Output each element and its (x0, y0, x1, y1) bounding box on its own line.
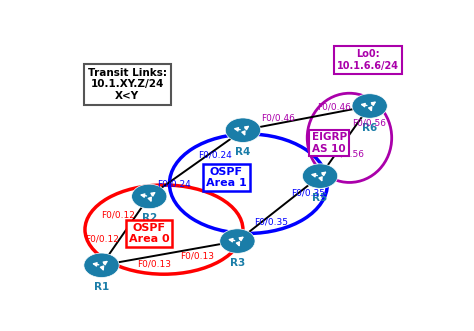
Text: F0/0.35: F0/0.35 (291, 188, 325, 198)
Text: F0/0.24: F0/0.24 (198, 151, 232, 160)
Circle shape (132, 184, 167, 209)
Text: R1: R1 (94, 282, 109, 292)
Circle shape (225, 118, 261, 142)
Circle shape (352, 94, 387, 118)
Circle shape (302, 164, 337, 188)
Text: F0/0.35: F0/0.35 (255, 217, 289, 226)
Text: Transit Links:
10.1.XY.Z/24
X<Y: Transit Links: 10.1.XY.Z/24 X<Y (88, 68, 167, 101)
Text: R3: R3 (230, 258, 245, 268)
Text: F0/0.56: F0/0.56 (352, 118, 386, 127)
Text: R6: R6 (362, 123, 377, 133)
Text: F0/0.46: F0/0.46 (317, 103, 351, 112)
Text: F0/0.46: F0/0.46 (262, 113, 295, 122)
Circle shape (220, 229, 255, 253)
Text: F0/0.24: F0/0.24 (157, 180, 191, 189)
Text: EIGRP
AS 10: EIGRP AS 10 (312, 132, 347, 154)
Text: R2: R2 (142, 213, 157, 223)
Circle shape (84, 253, 119, 277)
Text: F0/0.13: F0/0.13 (180, 252, 214, 260)
Text: R5: R5 (312, 193, 328, 203)
Text: OSPF
Area 1: OSPF Area 1 (206, 166, 247, 188)
Text: F0/0.12: F0/0.12 (85, 234, 119, 243)
Text: F0/0.12: F0/0.12 (101, 211, 135, 220)
Text: OSPF
Area 0: OSPF Area 0 (129, 223, 170, 244)
Text: R4: R4 (235, 147, 251, 157)
Text: F0/0.13: F0/0.13 (137, 260, 172, 269)
Text: F0/0.56: F0/0.56 (330, 149, 364, 159)
Text: Lo0:
10.1.6.6/24: Lo0: 10.1.6.6/24 (337, 49, 399, 71)
